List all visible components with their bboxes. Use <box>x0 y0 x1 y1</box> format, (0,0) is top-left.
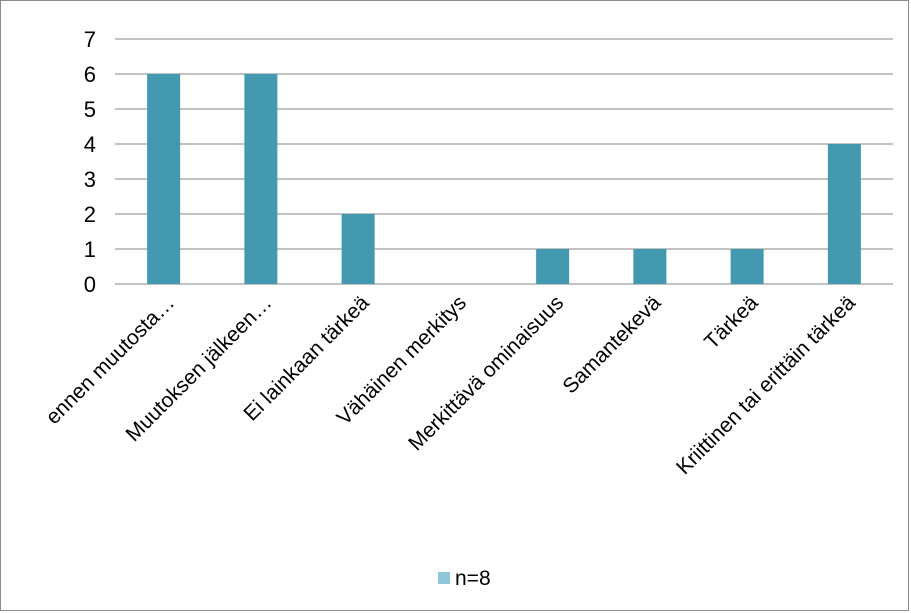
y-tick-label: 7 <box>84 27 96 52</box>
bar <box>147 74 181 284</box>
y-tick-label: 5 <box>84 97 96 122</box>
y-tick-label: 4 <box>84 132 96 157</box>
x-category-label: Kriittinen tai erittäin tärkeä <box>672 291 860 479</box>
y-tick-label: 0 <box>84 272 96 297</box>
y-tick-label: 2 <box>84 202 96 227</box>
bars <box>147 74 861 284</box>
y-tick-label: 1 <box>84 237 96 262</box>
bar <box>536 249 570 284</box>
y-tick-label: 3 <box>84 167 96 192</box>
x-category-label: Samantekevä <box>558 291 665 398</box>
legend-label: n=8 <box>455 567 491 590</box>
bar <box>827 144 861 284</box>
gridlines <box>115 38 893 285</box>
bar <box>244 74 278 284</box>
bar <box>341 214 375 284</box>
legend: n=8 <box>438 567 491 590</box>
y-axis-ticks: 0 1 2 3 4 5 6 7 <box>84 27 96 297</box>
legend-swatch <box>438 572 450 584</box>
x-category-label: Tärkeä <box>700 291 763 354</box>
bar <box>730 249 764 284</box>
x-axis-labels: ennen muutosta…Muutoksen jälkeen…Ei lain… <box>42 291 861 479</box>
bar <box>633 249 667 284</box>
y-tick-label: 6 <box>84 62 96 87</box>
